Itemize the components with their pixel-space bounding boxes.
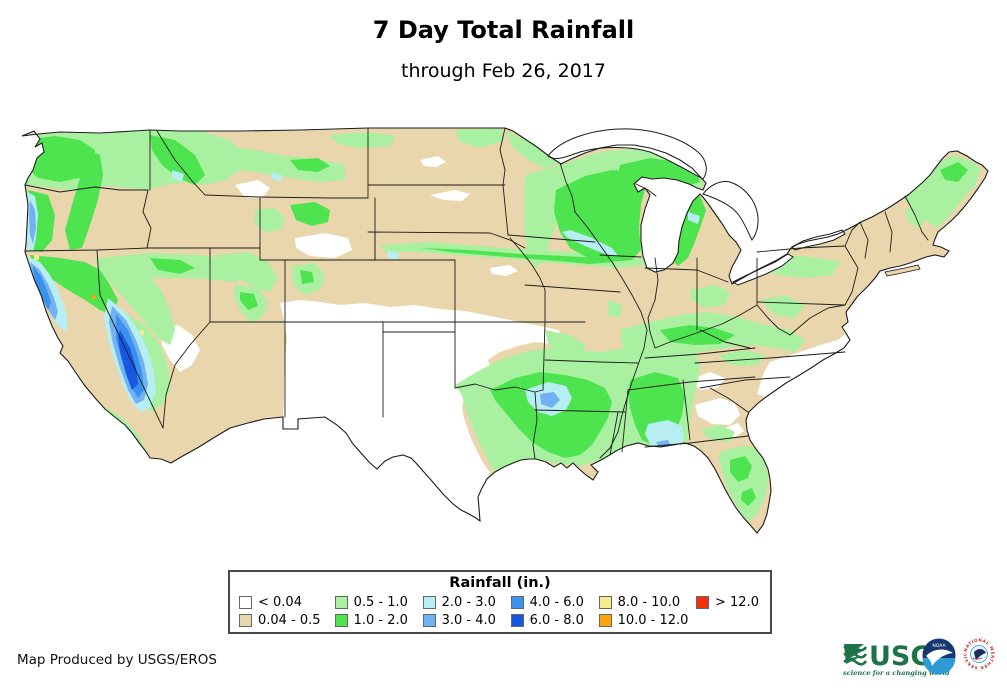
legend-label: > 12.0 xyxy=(715,594,759,610)
page-title: 7 Day Total Rainfall xyxy=(372,16,635,44)
legend-label: < 0.04 xyxy=(258,594,302,610)
legend: Rainfall (in.) < 0.04 0.04 - 0.5 0.5 - 1.0… xyxy=(228,570,772,634)
legend-swatch xyxy=(422,595,436,609)
noaa-logo: NOAA xyxy=(922,638,956,675)
legend-label: 2.0 - 3.0 xyxy=(441,594,496,610)
legend-item: 0.5 - 1.0 xyxy=(334,593,409,611)
noaa-wordmark: NOAA xyxy=(932,643,946,649)
legend-label: 1.0 - 2.0 xyxy=(353,612,408,628)
legend-label: 0.04 - 0.5 xyxy=(258,612,321,628)
rainfall-layers xyxy=(22,128,988,533)
legend-swatch xyxy=(598,613,612,627)
page-subtitle: through Feb 26, 2017 xyxy=(401,60,606,82)
map-credit: Map Produced by USGS/EROS xyxy=(17,652,217,668)
legend-swatch xyxy=(422,613,436,627)
legend-swatch xyxy=(696,595,709,609)
legend-swatch xyxy=(334,613,348,627)
legend-swatch xyxy=(334,595,348,609)
legend-item: 10.0 - 12.0 xyxy=(598,611,688,629)
legend-swatch xyxy=(239,613,252,627)
legend-swatch xyxy=(510,613,524,627)
legend-item: > 12.0 xyxy=(696,593,770,611)
legend-label: 6.0 - 8.0 xyxy=(529,612,584,628)
long-island xyxy=(884,264,921,277)
great-lakes xyxy=(547,128,846,286)
legend-label: 4.0 - 6.0 xyxy=(529,594,584,610)
usgs-tagline: science for a changing world xyxy=(843,669,950,677)
legend-label: 3.0 - 4.0 xyxy=(441,612,496,628)
legend-item: 1.0 - 2.0 xyxy=(334,611,409,629)
legend-item: 2.0 - 3.0 xyxy=(422,593,497,611)
legend-item: 3.0 - 4.0 xyxy=(422,611,497,629)
legend-item: 8.0 - 10.0 xyxy=(598,593,682,611)
legend-swatch xyxy=(239,595,252,609)
nws-logo: NATIONAL WEATHER SERVICE xyxy=(962,637,996,671)
legend-label: 0.5 - 1.0 xyxy=(353,594,408,610)
legend-swatch xyxy=(598,595,612,609)
legend-label: 8.0 - 10.0 xyxy=(617,594,681,610)
legend-items: < 0.04 0.04 - 0.5 0.5 - 1.0 1.0 - 2.0 2.0 - … xyxy=(230,593,770,629)
legend-swatch xyxy=(510,595,524,609)
legend-label: 10.0 - 12.0 xyxy=(617,612,689,628)
legend-item: 0.04 - 0.5 xyxy=(239,611,321,629)
legend-title: Rainfall (in.) xyxy=(449,575,551,591)
legend-item: 6.0 - 8.0 xyxy=(510,611,585,629)
legend-item: 4.0 - 6.0 xyxy=(510,593,585,611)
agency-logos: USGS science for a changing world NOAA N… xyxy=(840,634,1007,686)
legend-item: < 0.04 xyxy=(239,593,321,611)
